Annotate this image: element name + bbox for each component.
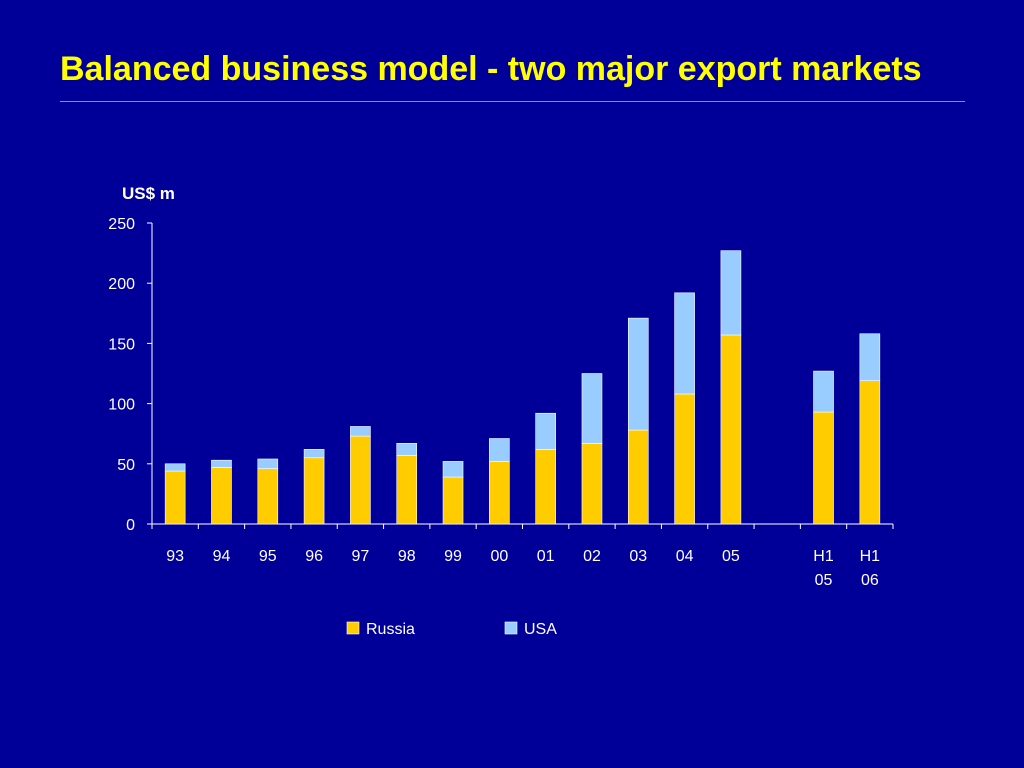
bar-usa xyxy=(581,373,603,444)
x-tick-label: 05 xyxy=(722,548,740,565)
bar-usa xyxy=(859,333,881,382)
x-tick-label: 04 xyxy=(676,548,694,565)
x-tick-label: 00 xyxy=(490,548,508,565)
legend-label-russia: Russia xyxy=(366,621,415,638)
x-tick-label: 95 xyxy=(259,548,277,565)
bar-russia xyxy=(581,443,603,525)
bar-russia xyxy=(257,468,279,525)
bar-usa xyxy=(720,250,742,336)
bar-usa xyxy=(674,292,695,395)
x-tick-label: 94 xyxy=(213,548,231,565)
x-tick-label: 05 xyxy=(815,572,833,589)
x-tick-label: 99 xyxy=(444,548,462,565)
bar-russia xyxy=(859,380,881,525)
bar-russia xyxy=(674,393,695,525)
x-tick-label: 97 xyxy=(352,548,370,565)
y-tick-label: 200 xyxy=(108,276,135,293)
bar-usa xyxy=(350,426,371,437)
bar-russia xyxy=(813,411,834,525)
bar-usa xyxy=(442,461,464,478)
bar-russia xyxy=(396,455,418,525)
x-tick-label: 02 xyxy=(583,548,601,565)
bar-russia xyxy=(489,461,510,525)
bar-usa xyxy=(257,458,279,469)
title-divider xyxy=(60,101,965,102)
bar-usa xyxy=(164,463,186,472)
x-tick-label: 06 xyxy=(861,572,879,589)
x-tick-label: H1 xyxy=(860,548,881,565)
x-tick-label: 01 xyxy=(537,548,555,565)
bar-usa xyxy=(535,412,556,450)
bar-russia xyxy=(303,457,325,525)
x-tick-label: H1 xyxy=(813,548,834,565)
x-tick-label: 96 xyxy=(305,548,323,565)
y-tick-label: 150 xyxy=(108,336,135,353)
bar-russia xyxy=(627,429,649,525)
legend-swatch-russia xyxy=(346,621,360,635)
bar-usa xyxy=(627,317,649,431)
bar-russia xyxy=(164,470,186,525)
x-tick-label: 93 xyxy=(166,548,184,565)
y-tick-label: 250 xyxy=(108,216,135,233)
bar-usa xyxy=(396,443,418,456)
y-axis-label: US$ m xyxy=(122,184,175,203)
bar-russia xyxy=(211,467,232,525)
bar-usa xyxy=(813,370,834,413)
bar-russia xyxy=(350,435,371,525)
bar-usa xyxy=(303,449,325,459)
legend-swatch-usa xyxy=(504,621,518,635)
y-tick-label: 100 xyxy=(108,397,135,414)
bar-russia xyxy=(535,449,556,525)
x-tick-label: 03 xyxy=(629,548,647,565)
y-tick-label: 0 xyxy=(126,517,135,534)
x-tick-label: 98 xyxy=(398,548,416,565)
y-tick-label: 50 xyxy=(117,457,135,474)
legend-label-usa: USA xyxy=(524,621,557,638)
slide-title: Balanced business model - two major expo… xyxy=(60,50,922,88)
bar-usa xyxy=(489,438,510,462)
bar-russia xyxy=(442,476,464,525)
bar-russia xyxy=(720,334,742,525)
bar-usa xyxy=(211,459,232,468)
